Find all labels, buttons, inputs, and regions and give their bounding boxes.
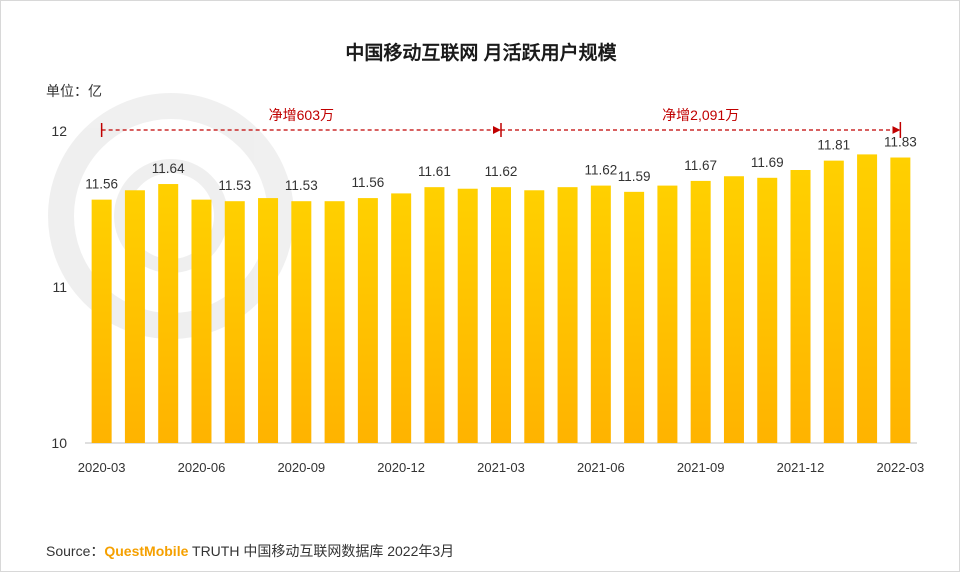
bar — [557, 187, 578, 443]
y-tick-label: 12 — [51, 123, 67, 139]
data-label: 11.61 — [418, 164, 451, 179]
bar — [624, 191, 645, 443]
source-brand: QuestMobile — [104, 543, 189, 559]
x-tick-label: 2021-03 — [477, 460, 525, 475]
data-labels: 11.56 11.64 11.53 11.53 11.56 11.61 11.62 11.62… — [85, 135, 917, 194]
x-tick-label: 2021-12 — [777, 460, 825, 475]
x-tick-label: 2021-09 — [677, 460, 725, 475]
bar — [890, 157, 911, 443]
bar — [324, 201, 345, 443]
data-label: 11.69 — [751, 155, 784, 170]
x-tick-label: 2021-06 — [577, 460, 625, 475]
data-label: 11.67 — [684, 158, 717, 173]
bar — [857, 154, 878, 443]
x-tick-label: 2020-03 — [78, 460, 126, 475]
bar — [91, 199, 112, 443]
bar — [391, 193, 412, 443]
bar — [357, 198, 378, 443]
bar — [457, 188, 478, 443]
data-label: 11.62 — [584, 163, 617, 178]
bar — [191, 199, 212, 443]
unit-label: 单位：亿 — [46, 83, 102, 99]
annotation-text: 净增603万 — [269, 107, 334, 123]
source-text: TRUTH 中国移动互联网数据库 2022年3月 — [188, 543, 455, 559]
bar — [291, 201, 312, 443]
data-label: 11.81 — [817, 138, 850, 153]
y-tick-label: 11 — [52, 279, 67, 295]
data-label: 11.56 — [85, 177, 118, 192]
bar — [424, 187, 445, 443]
bar — [790, 170, 811, 443]
bar — [723, 176, 744, 444]
data-label: 11.64 — [152, 161, 185, 176]
data-label: 11.83 — [884, 135, 917, 150]
bar — [690, 180, 711, 444]
bar — [158, 184, 179, 444]
x-tick-label: 2020-06 — [178, 460, 226, 475]
bar — [757, 177, 778, 444]
bar — [124, 190, 145, 443]
bar — [657, 185, 678, 443]
axes: 10 11 12 2020-03 2020-06 2020-09 2020-12 2021-0… — [51, 123, 924, 475]
x-tick-label: 2020-12 — [377, 460, 425, 475]
annotations: 净增603万 净增2,091万 — [100, 107, 902, 138]
data-label: 11.56 — [351, 175, 384, 190]
data-label: 11.53 — [218, 178, 251, 193]
bar — [590, 185, 611, 443]
bar — [524, 190, 545, 443]
bar — [224, 201, 245, 443]
chart-title: 中国移动互联网 月活跃用户规模 — [345, 41, 617, 64]
bar — [491, 187, 511, 443]
source-prefix: Source： — [46, 543, 105, 559]
bars — [91, 154, 911, 444]
x-tick-label: 2022-03 — [877, 460, 925, 475]
y-tick-label: 10 — [51, 435, 67, 451]
data-label: 11.53 — [285, 178, 318, 193]
data-label: 11.59 — [618, 169, 651, 184]
x-tick-label: 2020-09 — [277, 460, 325, 475]
bar — [258, 198, 279, 443]
bar — [823, 160, 844, 443]
annotation-text: 净增2,091万 — [662, 107, 739, 123]
data-label: 11.62 — [485, 164, 518, 179]
source-note: Source：QuestMobile TRUTH 中国移动互联网数据库 2022… — [46, 541, 454, 561]
